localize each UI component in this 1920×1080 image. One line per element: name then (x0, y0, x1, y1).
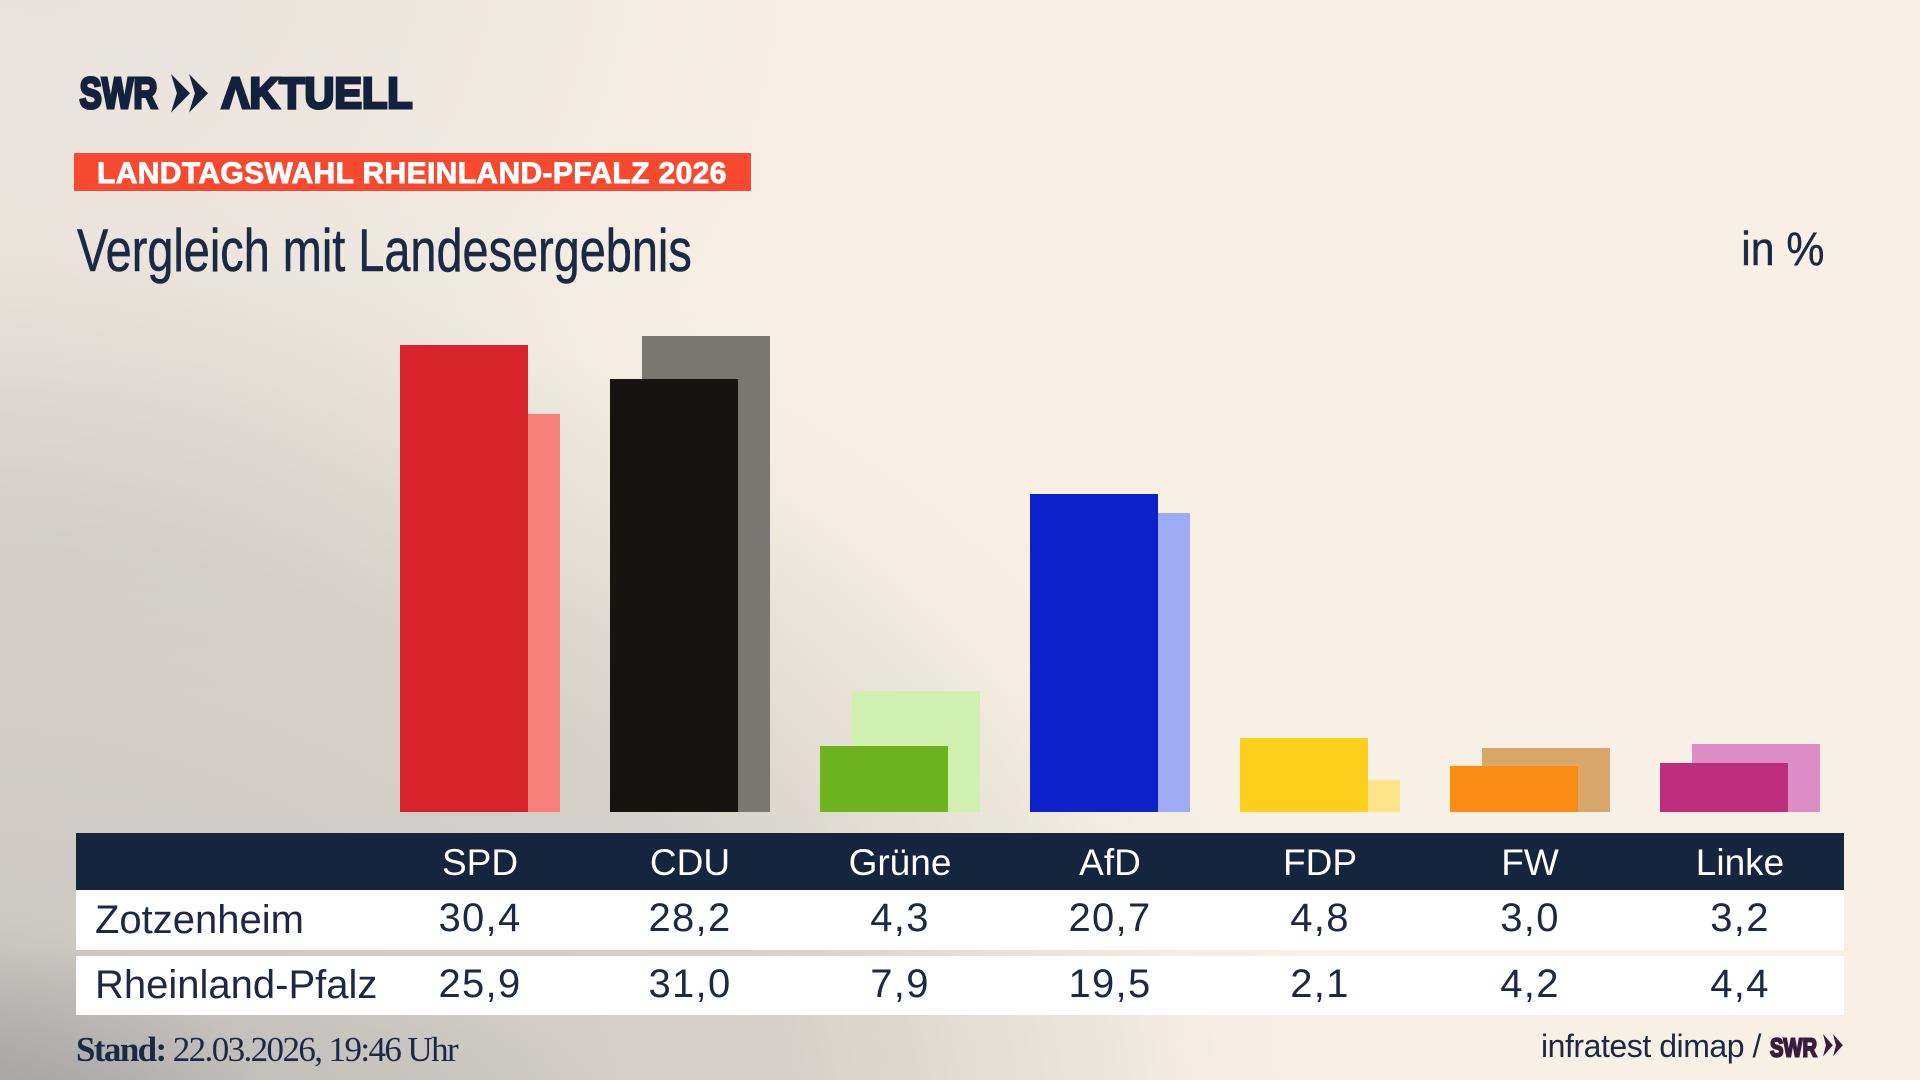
svg-text:SWR: SWR (1770, 1033, 1817, 1061)
svg-text:ΛKTUELL: ΛKTUELL (222, 69, 413, 118)
svg-text:SWR: SWR (80, 69, 158, 118)
